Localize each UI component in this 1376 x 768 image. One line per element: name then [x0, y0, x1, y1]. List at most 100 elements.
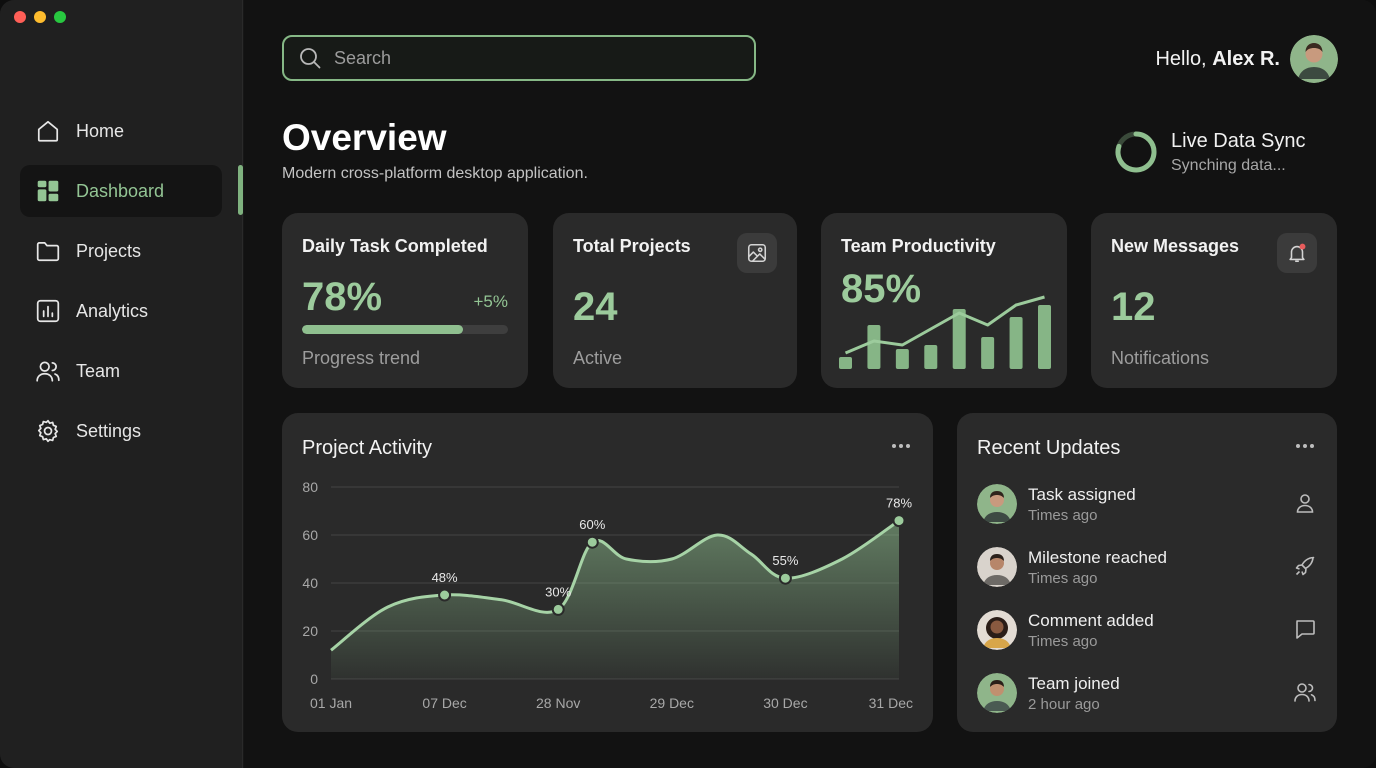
sidebar-item-label: Projects — [76, 240, 142, 261]
sidebar-item-label: Analytics — [76, 300, 149, 321]
sidebar-item-label: Home — [76, 120, 125, 141]
daily-task-delta: +5% — [473, 292, 509, 311]
rocket-icon[interactable] — [1293, 554, 1317, 578]
data-point[interactable] — [778, 571, 792, 585]
sidebar-item-home[interactable]: Home — [20, 105, 222, 157]
update-time: Times ago — [1028, 633, 1098, 650]
productivity-bar — [839, 357, 852, 369]
data-label: 30% — [545, 584, 571, 599]
card-title: Team Productivity — [841, 236, 996, 256]
card-caption: Active — [573, 348, 623, 368]
avatar[interactable] — [1290, 35, 1338, 83]
data-point[interactable] — [585, 535, 599, 549]
avatar — [977, 673, 1017, 713]
search-bar[interactable] — [282, 35, 756, 81]
activity-area — [331, 520, 899, 679]
productivity-bar — [895, 349, 909, 369]
sidebar-item-label: Dashboard — [76, 180, 165, 201]
sidebar-item-analytics[interactable]: Analytics — [20, 285, 222, 337]
update-time: Times ago — [1028, 507, 1098, 524]
list-item[interactable]: Comment added Times ago — [977, 604, 1317, 652]
card-title: Total Projects — [573, 236, 691, 256]
list-item[interactable]: Team joined 2 hour ago — [977, 667, 1317, 715]
productivity-bar — [952, 309, 966, 369]
avatar — [977, 484, 1017, 524]
analytics-icon — [36, 299, 60, 323]
search-icon — [300, 48, 321, 69]
user-icon[interactable] — [1293, 491, 1317, 515]
avatar-image — [1290, 35, 1338, 83]
sync-title: Live Data Sync — [1171, 130, 1306, 152]
maximize-button[interactable] — [54, 11, 66, 23]
sidebar: Home Dashboard Projects Analytics Team S… — [0, 0, 243, 768]
more-dots-icon[interactable] — [1295, 441, 1315, 451]
avatar — [977, 610, 1017, 650]
window-controls — [14, 11, 66, 23]
update-title: Comment added — [1028, 611, 1154, 630]
sidebar-item-settings[interactable]: Settings — [20, 405, 222, 457]
update-time: Times ago — [1028, 570, 1098, 587]
sidebar-item-label: Team — [76, 360, 121, 381]
new-messages-card: New Messages 12 Notifications — [1091, 213, 1337, 388]
y-tick-label: 60 — [302, 527, 318, 543]
y-tick-label: 80 — [302, 479, 318, 495]
data-label: 60% — [579, 517, 605, 532]
y-tick-label: 20 — [302, 623, 318, 639]
active-indicator — [238, 165, 243, 215]
productivity-trend-line — [844, 295, 1045, 355]
sidebar-item-team[interactable]: Team — [20, 345, 222, 397]
progress-bar — [302, 325, 508, 334]
team-productivity-card: Team Productivity 85% — [821, 213, 1067, 388]
y-tick-label: 40 — [302, 575, 318, 591]
sidebar-item-label: Settings — [76, 420, 142, 441]
dashboard-icon — [37, 180, 59, 202]
list-item[interactable]: Task assigned Times ago — [977, 478, 1317, 526]
team-icon — [36, 361, 60, 382]
image-frame-icon — [747, 243, 767, 263]
productivity-bar — [1038, 305, 1051, 369]
notifications-button[interactable] — [1277, 233, 1317, 273]
update-title: Task assigned — [1028, 485, 1136, 504]
close-button[interactable] — [14, 11, 26, 23]
x-tick-label: 28 Nov — [536, 695, 580, 711]
productivity-bar — [981, 337, 995, 369]
project-activity-card: Project Activity 0 20 40 60 80 01 Jan 07 Dec 28… — [282, 413, 933, 732]
data-point[interactable] — [438, 588, 452, 602]
productivity-bar — [924, 345, 938, 369]
card-title: New Messages — [1111, 236, 1240, 256]
home-icon — [37, 120, 59, 142]
minimize-button[interactable] — [34, 11, 46, 23]
update-time: 2 hour ago — [1028, 696, 1100, 713]
comment-icon[interactable] — [1293, 617, 1317, 641]
recent-updates-card: Recent Updates Task assigned Times ago M… — [957, 413, 1337, 732]
sidebar-item-dashboard[interactable]: Dashboard — [20, 165, 222, 217]
projects-card-button[interactable] — [737, 233, 777, 273]
list-item[interactable]: Milestone reached Times ago — [977, 541, 1317, 589]
avatar — [977, 547, 1017, 587]
data-point[interactable] — [892, 514, 906, 528]
page-subtitle: Modern cross-platform desktop applicatio… — [282, 165, 588, 182]
more-dots-icon[interactable] — [891, 441, 911, 451]
productivity-bar — [1009, 317, 1023, 369]
daily-task-value: 78% — [302, 275, 383, 319]
data-label: 55% — [772, 553, 798, 568]
data-point[interactable] — [551, 602, 565, 616]
team-icon[interactable] — [1293, 680, 1317, 704]
data-label: 78% — [886, 496, 912, 511]
card-title: Daily Task Completed — [302, 236, 488, 256]
card-title: Recent Updates — [977, 437, 1121, 459]
sidebar-item-projects[interactable]: Projects — [20, 225, 222, 277]
team-productivity-value: 85% — [841, 267, 922, 311]
x-tick-label: 07 Dec — [422, 695, 466, 711]
y-tick-label: 0 — [310, 671, 318, 687]
update-title: Milestone reached — [1028, 548, 1167, 567]
sync-status-text: Synching data... — [1171, 157, 1286, 174]
search-input[interactable] — [334, 47, 734, 69]
user-name: Alex R. — [1212, 48, 1280, 70]
daily-task-card: Daily Task Completed 78% +5% Progress tr… — [282, 213, 528, 388]
data-label: 48% — [432, 570, 458, 585]
x-tick-label: 30 Dec — [763, 695, 807, 711]
total-projects-card: Total Projects 24 Active — [553, 213, 797, 388]
card-caption: Notifications — [1111, 348, 1210, 368]
